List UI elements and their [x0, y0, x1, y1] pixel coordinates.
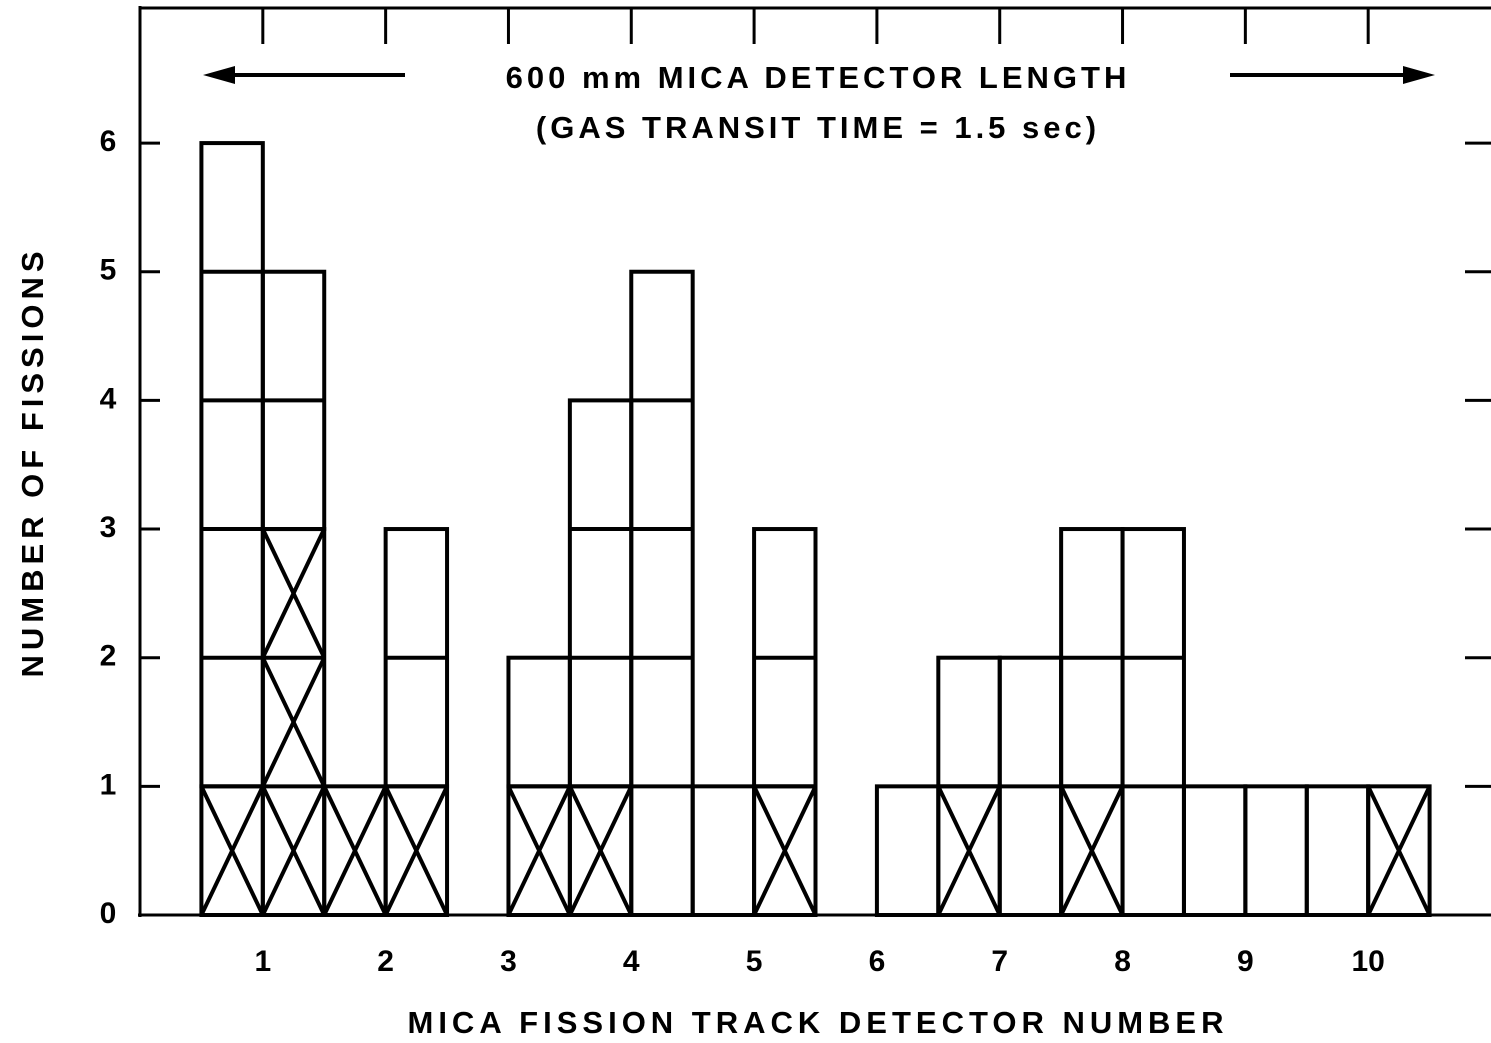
x-tick-label: 4	[623, 945, 640, 978]
bar-segment	[1304, 784, 1371, 918]
y-tick-label: 0	[100, 897, 117, 930]
cross-line	[261, 528, 327, 659]
annotation: 600 mm MICA DETECTOR LENGTH	[506, 60, 1131, 95]
cross-line	[506, 785, 572, 916]
y-axis-label: NUMBER OF FISSIONS	[15, 246, 50, 677]
x-axis-label: MICA FISSION TRACK DETECTOR NUMBER	[408, 1005, 1229, 1040]
y-tick-label: 5	[100, 254, 117, 287]
x-tick-label: 6	[869, 945, 886, 978]
bar-segment	[936, 655, 1002, 789]
arrow-head	[1403, 66, 1435, 84]
y-tick-label: 2	[100, 640, 117, 673]
cross-line	[1059, 785, 1125, 916]
bar-segment	[199, 141, 265, 789]
x-tick-label: 8	[1114, 945, 1131, 978]
bar-segment	[567, 398, 634, 789]
bar-segment	[629, 269, 695, 917]
bar-segment	[690, 784, 757, 918]
x-tick-label: 3	[500, 945, 517, 978]
annotation: (GAS TRANSIT TIME = 1.5 sec)	[536, 110, 1100, 145]
y-tick-label: 3	[100, 511, 117, 544]
y-tick-label: 1	[100, 768, 117, 801]
cross-line	[261, 785, 327, 916]
cross-line	[261, 656, 327, 788]
cross-line	[383, 785, 449, 916]
bar-segment	[1120, 527, 1186, 917]
x-tick-label: 2	[377, 945, 394, 978]
bar-segment	[1181, 784, 1248, 918]
x-tick-label: 1	[254, 945, 271, 978]
cross-line	[1366, 785, 1432, 916]
cross-line	[322, 785, 388, 916]
x-tick-label: 10	[1351, 945, 1384, 978]
y-tick-label: 6	[100, 125, 117, 158]
cross-line	[568, 785, 634, 916]
bar-segment	[874, 784, 941, 918]
cross-line	[752, 785, 818, 916]
cross-line	[936, 785, 1002, 916]
cross-line	[199, 785, 265, 916]
y-tick-label: 4	[100, 382, 117, 415]
x-tick-label: 9	[1237, 945, 1254, 978]
bar-segment	[506, 655, 572, 789]
x-tick-label: 5	[746, 945, 763, 978]
bar-segment	[1243, 784, 1309, 918]
arrow-head	[203, 66, 235, 84]
x-tick-label: 7	[991, 945, 1008, 978]
